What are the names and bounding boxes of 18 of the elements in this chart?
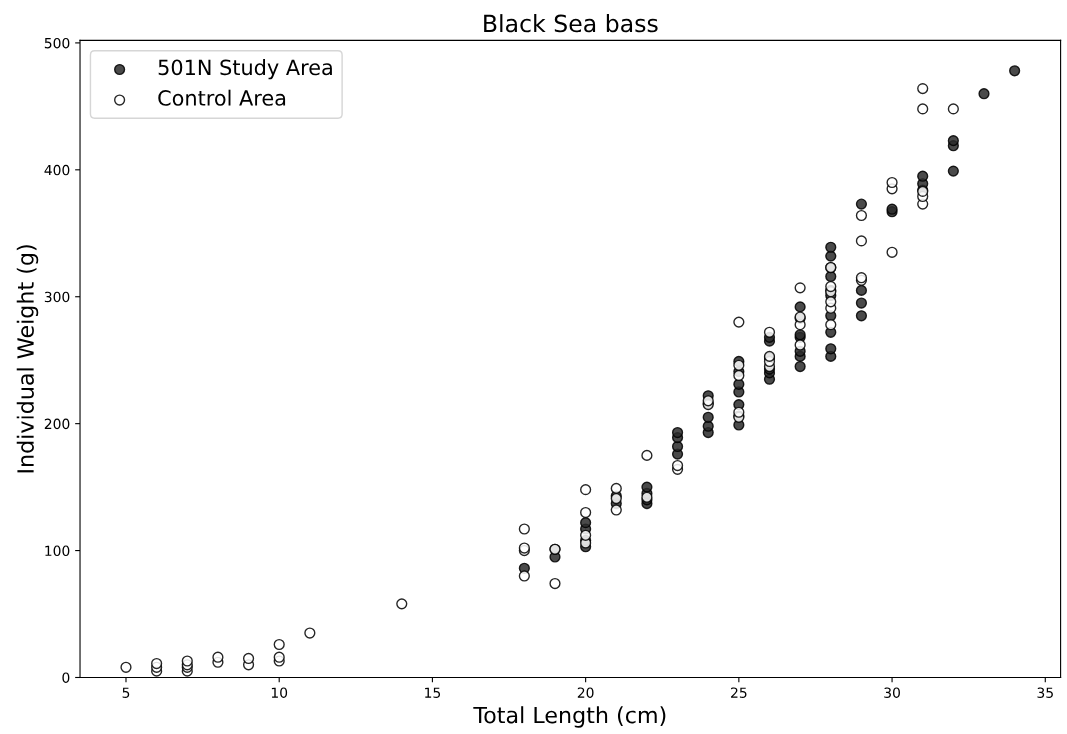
y-tick-label: 0 <box>62 672 70 683</box>
y-tick-label: 400 <box>44 164 70 176</box>
legend-label: 501N Study Area <box>158 59 332 80</box>
y-axis-title: Individual Weight (g) <box>16 245 39 473</box>
y-tick-label: 200 <box>44 418 70 430</box>
x-tick-label: 25 <box>731 687 747 698</box>
x-tick-label: 5 <box>122 687 130 698</box>
x-tick-label: 10 <box>271 687 288 698</box>
x-tick-label: 35 <box>1037 687 1053 698</box>
legend-label: Control Area <box>158 89 286 106</box>
chart-title: Black Sea bass <box>484 14 658 33</box>
y-tick-label: 300 <box>44 291 70 303</box>
x-axis-title: Total Length (cm) <box>473 706 666 728</box>
x-tick-label: 30 <box>884 687 900 698</box>
y-tick-label: 100 <box>45 545 70 557</box>
y-tick-label: 500 <box>44 37 70 49</box>
x-tick-label: 15 <box>425 687 441 698</box>
x-tick-label: 20 <box>577 687 594 698</box>
